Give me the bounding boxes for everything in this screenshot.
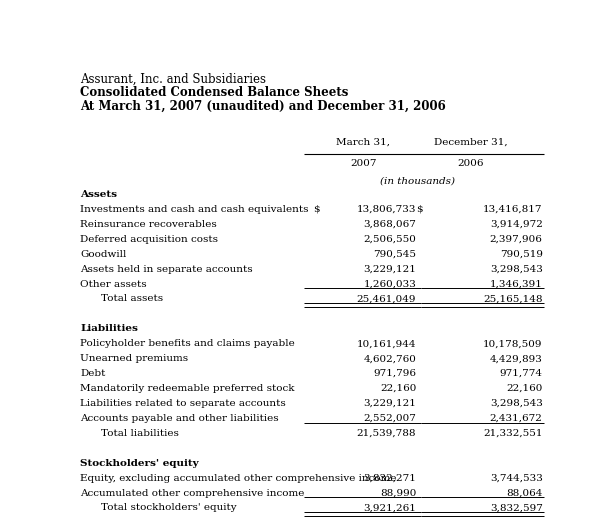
Text: Other assets: Other assets bbox=[80, 279, 147, 289]
Text: Total liabilities: Total liabilities bbox=[101, 429, 179, 438]
Text: Mandatorily redeemable preferred stock: Mandatorily redeemable preferred stock bbox=[80, 384, 295, 393]
Text: Equity, excluding accumulated other comprehensive income: Equity, excluding accumulated other comp… bbox=[80, 474, 397, 483]
Text: Total assets: Total assets bbox=[101, 294, 163, 303]
Text: 3,744,533: 3,744,533 bbox=[490, 474, 542, 483]
Text: 1,260,033: 1,260,033 bbox=[364, 279, 416, 289]
Text: 2,506,550: 2,506,550 bbox=[364, 235, 416, 244]
Text: Reinsurance recoverables: Reinsurance recoverables bbox=[80, 220, 217, 229]
Text: Investments and cash and cash equivalents: Investments and cash and cash equivalent… bbox=[80, 205, 309, 214]
Text: At March 31, 2007 (unaudited) and December 31, 2006: At March 31, 2007 (unaudited) and Decemb… bbox=[80, 100, 446, 113]
Text: 4,602,760: 4,602,760 bbox=[364, 354, 416, 363]
Text: 2,552,007: 2,552,007 bbox=[364, 414, 416, 423]
Text: 3,229,121: 3,229,121 bbox=[364, 265, 416, 274]
Text: 25,461,049: 25,461,049 bbox=[357, 294, 416, 303]
Text: 2,431,672: 2,431,672 bbox=[490, 414, 542, 423]
Text: 22,160: 22,160 bbox=[506, 384, 542, 393]
Text: Accounts payable and other liabilities: Accounts payable and other liabilities bbox=[80, 414, 279, 423]
Text: Policyholder benefits and claims payable: Policyholder benefits and claims payable bbox=[80, 339, 295, 348]
Text: 4,429,893: 4,429,893 bbox=[490, 354, 542, 363]
Text: $: $ bbox=[313, 205, 320, 214]
Text: 790,545: 790,545 bbox=[373, 250, 416, 259]
Text: Liabilities: Liabilities bbox=[80, 324, 138, 333]
Text: 88,990: 88,990 bbox=[380, 488, 416, 498]
Text: (in thousands): (in thousands) bbox=[380, 176, 455, 185]
Text: 2,397,906: 2,397,906 bbox=[490, 235, 542, 244]
Text: 3,229,121: 3,229,121 bbox=[364, 399, 416, 408]
Text: 971,796: 971,796 bbox=[373, 369, 416, 378]
Text: $: $ bbox=[416, 205, 423, 214]
Text: Accumulated other comprehensive income: Accumulated other comprehensive income bbox=[80, 488, 304, 498]
Text: 3,832,597: 3,832,597 bbox=[490, 504, 542, 512]
Text: 790,519: 790,519 bbox=[500, 250, 542, 259]
Text: 13,806,733: 13,806,733 bbox=[357, 205, 416, 214]
Text: 21,539,788: 21,539,788 bbox=[357, 429, 416, 438]
Text: Liabilities related to separate accounts: Liabilities related to separate accounts bbox=[80, 399, 286, 408]
Text: Assurant, Inc. and Subsidiaries: Assurant, Inc. and Subsidiaries bbox=[80, 73, 266, 86]
Text: 2006: 2006 bbox=[458, 158, 484, 168]
Text: 3,921,261: 3,921,261 bbox=[364, 504, 416, 512]
Text: 13,416,817: 13,416,817 bbox=[483, 205, 542, 214]
Text: 3,298,543: 3,298,543 bbox=[490, 399, 542, 408]
Text: Consolidated Condensed Balance Sheets: Consolidated Condensed Balance Sheets bbox=[80, 86, 349, 99]
Text: Deferred acquisition costs: Deferred acquisition costs bbox=[80, 235, 218, 244]
Text: 22,160: 22,160 bbox=[380, 384, 416, 393]
Text: Assets: Assets bbox=[80, 190, 117, 199]
Text: 971,774: 971,774 bbox=[500, 369, 542, 378]
Text: 10,178,509: 10,178,509 bbox=[483, 339, 542, 348]
Text: Debt: Debt bbox=[80, 369, 106, 378]
Text: 21,332,551: 21,332,551 bbox=[483, 429, 542, 438]
Text: March 31,: March 31, bbox=[336, 137, 390, 147]
Text: 2007: 2007 bbox=[350, 158, 377, 168]
Text: 3,914,972: 3,914,972 bbox=[490, 220, 542, 229]
Text: 25,165,148: 25,165,148 bbox=[483, 294, 542, 303]
Text: Unearned premiums: Unearned premiums bbox=[80, 354, 188, 363]
Text: 3,868,067: 3,868,067 bbox=[364, 220, 416, 229]
Text: Stockholders' equity: Stockholders' equity bbox=[80, 458, 199, 468]
Text: 88,064: 88,064 bbox=[506, 488, 542, 498]
Text: Assets held in separate accounts: Assets held in separate accounts bbox=[80, 265, 253, 274]
Text: 3,832,271: 3,832,271 bbox=[364, 474, 416, 483]
Text: December 31,: December 31, bbox=[434, 137, 508, 147]
Text: Total stockholders' equity: Total stockholders' equity bbox=[101, 504, 237, 512]
Text: 10,161,944: 10,161,944 bbox=[357, 339, 416, 348]
Text: 3,298,543: 3,298,543 bbox=[490, 265, 542, 274]
Text: Goodwill: Goodwill bbox=[80, 250, 127, 259]
Text: 1,346,391: 1,346,391 bbox=[490, 279, 542, 289]
